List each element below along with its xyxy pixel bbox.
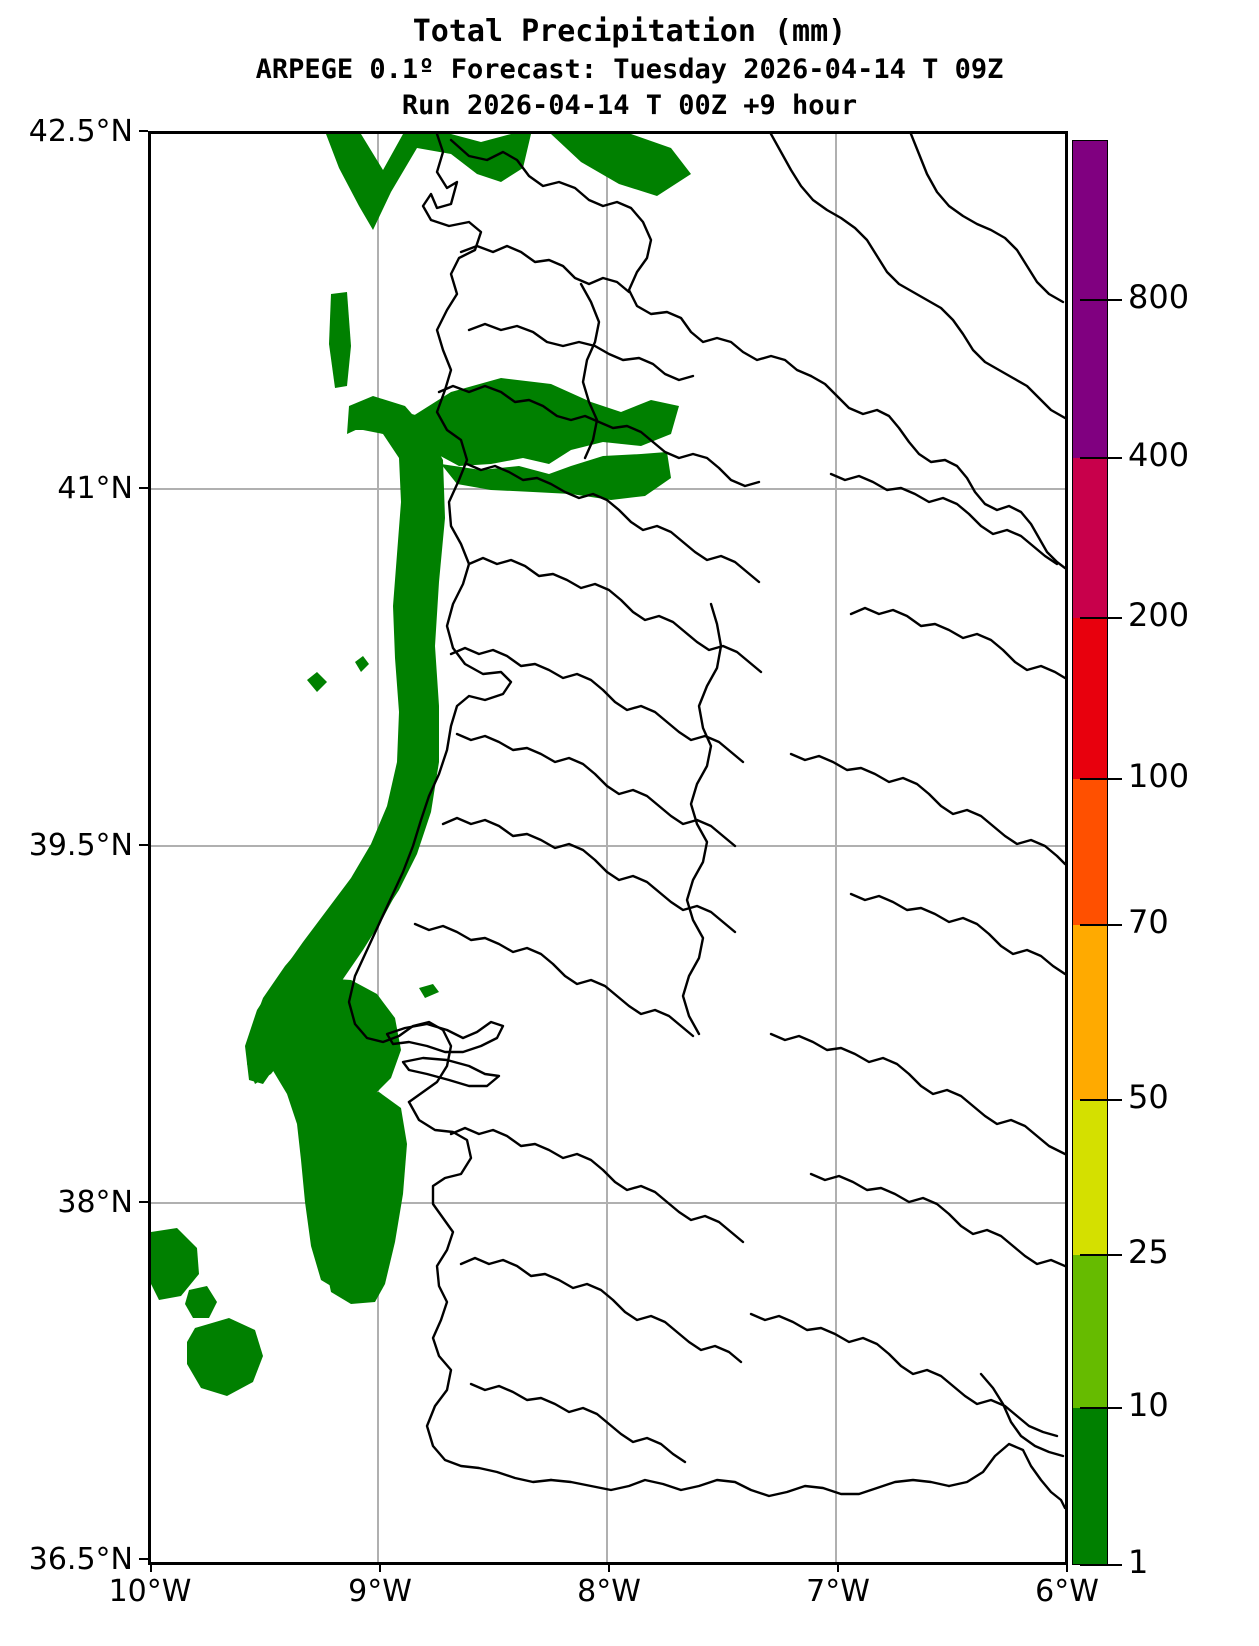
colorbar-band-50-70 — [1072, 925, 1108, 1100]
colorbar-tickmark — [1080, 1099, 1122, 1101]
gridline-vertical — [835, 134, 837, 1562]
y-tickmark — [139, 130, 148, 132]
x-tickmark — [608, 1563, 610, 1572]
run-subtitle: Run 2026-04-14 T 00Z +9 hour — [401, 90, 858, 121]
colorbar-tick-label: 25 — [1128, 1233, 1169, 1271]
x-tick-label: 9°W — [348, 1574, 412, 1609]
y-tick-label: 38°N — [57, 1185, 133, 1220]
x-tickmark — [837, 1563, 839, 1572]
colorbar-tick-label: 10 — [1128, 1386, 1169, 1424]
colorbar-tickmark — [1080, 299, 1122, 301]
colorbar-band-400-800 — [1072, 300, 1108, 458]
coastline-and-borders — [347, 134, 1065, 1510]
x-tick-label: 7°W — [806, 1574, 870, 1609]
colorbar-band-70-100 — [1072, 779, 1108, 925]
y-tickmark — [139, 844, 148, 846]
map-plot-area — [148, 131, 1068, 1565]
x-tick-label: 6°W — [1035, 1574, 1099, 1609]
precip-band-1-10mm — [151, 134, 691, 1396]
colorbar-tick-label: 100 — [1128, 757, 1190, 795]
y-tickmark — [139, 1558, 148, 1560]
y-tick-label: 36.5°N — [28, 1542, 133, 1577]
x-tickmark — [379, 1563, 381, 1572]
y-tick-label: 41°N — [57, 471, 133, 506]
precipitation-map — [151, 134, 1065, 1510]
y-tick-label: 39.5°N — [28, 828, 133, 863]
colorbar-band-25-50 — [1072, 1100, 1108, 1255]
colorbar-band-10-25 — [1072, 1255, 1108, 1408]
x-tickmark — [150, 1563, 152, 1572]
colorbar-tickmark — [1080, 457, 1122, 459]
colorbar-tickmark — [1080, 1254, 1122, 1256]
colorbar-tickmark — [1080, 778, 1122, 780]
colorbar-band-800plus — [1072, 140, 1108, 300]
colorbar-tick-label: 400 — [1128, 436, 1190, 474]
gridline-horizontal — [151, 845, 1065, 847]
x-tick-label: 8°W — [577, 1574, 641, 1609]
chart-title-block: Total Precipitation (mm) ARPEGE 0.1º For… — [0, 0, 1259, 124]
y-tickmark — [139, 1201, 148, 1203]
colorbar-tickmark — [1080, 617, 1122, 619]
colorbar-tick-label: 50 — [1128, 1078, 1169, 1116]
y-tickmark — [139, 487, 148, 489]
colorbar-band-200-400 — [1072, 458, 1108, 618]
colorbar-band-1-10 — [1072, 1408, 1108, 1565]
x-tick-label: 10°W — [108, 1574, 192, 1609]
colorbar-tickmark — [1080, 924, 1122, 926]
x-tickmark — [1066, 1563, 1068, 1572]
precipitation-colorbar — [1072, 140, 1108, 1565]
colorbar-tick-label: 70 — [1128, 903, 1169, 941]
gridline-horizontal — [151, 1202, 1065, 1204]
colorbar-tick-label: 200 — [1128, 596, 1190, 634]
forecast-subtitle: ARPEGE 0.1º Forecast: Tuesday 2026-04-14… — [255, 54, 1004, 85]
page-title: Total Precipitation (mm) — [412, 14, 847, 49]
y-tick-label: 42.5°N — [28, 114, 133, 149]
colorbar-band-100-200 — [1072, 618, 1108, 779]
gridline-vertical — [606, 134, 608, 1562]
colorbar-tickmark — [1080, 1407, 1122, 1409]
colorbar-tick-label: 800 — [1128, 278, 1190, 316]
colorbar-tickmark — [1080, 1564, 1122, 1566]
colorbar-tick-label: 1 — [1128, 1543, 1149, 1581]
